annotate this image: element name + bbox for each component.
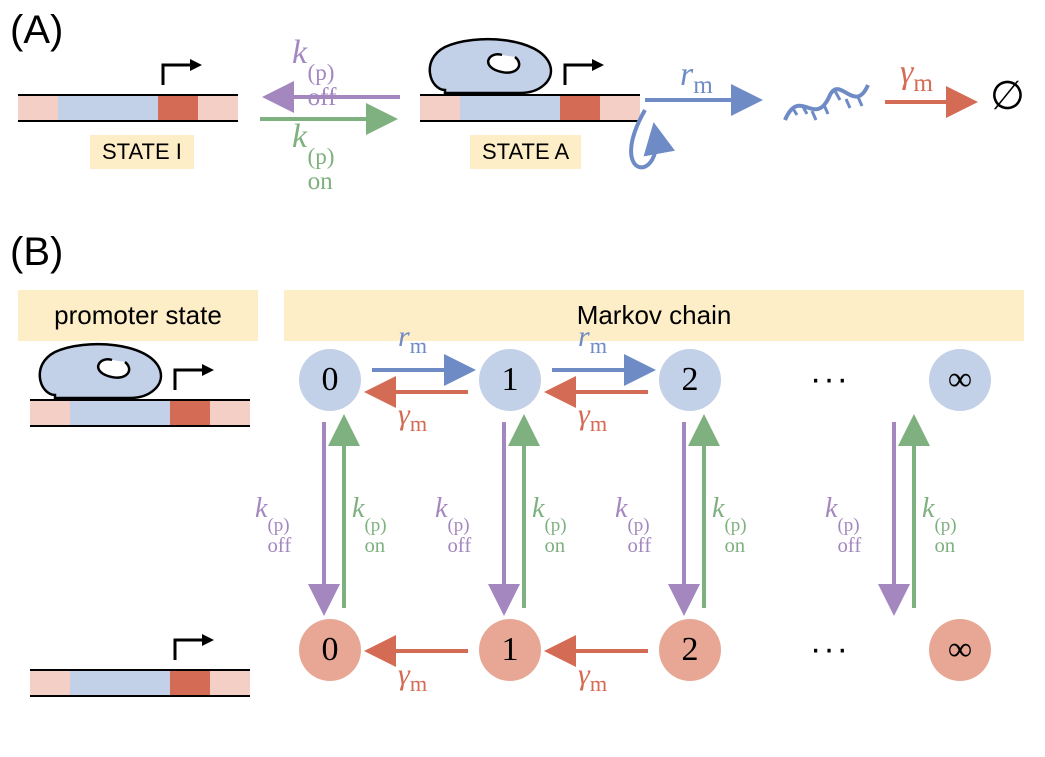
mc-node: 1 (479, 619, 541, 681)
promoter-header: promoter state (18, 290, 258, 341)
gm-label-b: γm (398, 658, 427, 697)
emptyset-a: ∅ (990, 72, 1025, 119)
mc-node: 2 (659, 349, 721, 411)
koff-label-b: k(p)off (825, 493, 857, 525)
mc-node: 2 (659, 619, 721, 681)
rm-arrow-a (635, 60, 795, 200)
gm-label-b: γm (578, 658, 607, 697)
mc-node: ∞ (929, 619, 991, 681)
kon-label-a: k(p)on (292, 118, 327, 156)
dna-b-active (30, 400, 250, 460)
kon-label-b: k(p)on (532, 493, 564, 525)
mrna-icon (780, 75, 880, 135)
rm-label-a: rm (680, 56, 713, 100)
state-a-badge: STATE A (470, 135, 581, 169)
gm-arrow-a (880, 90, 990, 130)
koff-label-b: k(p)off (435, 493, 467, 525)
rm-label-b: rm (578, 320, 607, 359)
panel-a-label: (A) (10, 8, 63, 53)
gm-label-b: γm (398, 398, 427, 437)
mc-node: 0 (299, 619, 361, 681)
markov-header: Markov chain (284, 290, 1024, 341)
kon-label-b: k(p)on (922, 493, 954, 525)
koff-label-a: k(p)off (292, 34, 327, 72)
gm-label-b: γm (578, 398, 607, 437)
panel-b-label: (B) (10, 230, 63, 275)
mc-node: 0 (299, 349, 361, 411)
mc-node: ∞ (929, 349, 991, 411)
dna-b-inactive (30, 670, 250, 730)
gm-label-a: γm (900, 54, 933, 98)
mc-dots: ··· (810, 630, 850, 669)
koff-label-b: k(p)off (615, 493, 647, 525)
rm-label-b: rm (398, 320, 427, 359)
koff-label-b: k(p)off (255, 493, 287, 525)
mc-node: 1 (479, 349, 541, 411)
kon-label-b: k(p)on (352, 493, 384, 525)
kon-label-b: k(p)on (712, 493, 744, 525)
mc-dots: ··· (810, 360, 850, 399)
state-i-badge: STATE I (90, 135, 194, 169)
